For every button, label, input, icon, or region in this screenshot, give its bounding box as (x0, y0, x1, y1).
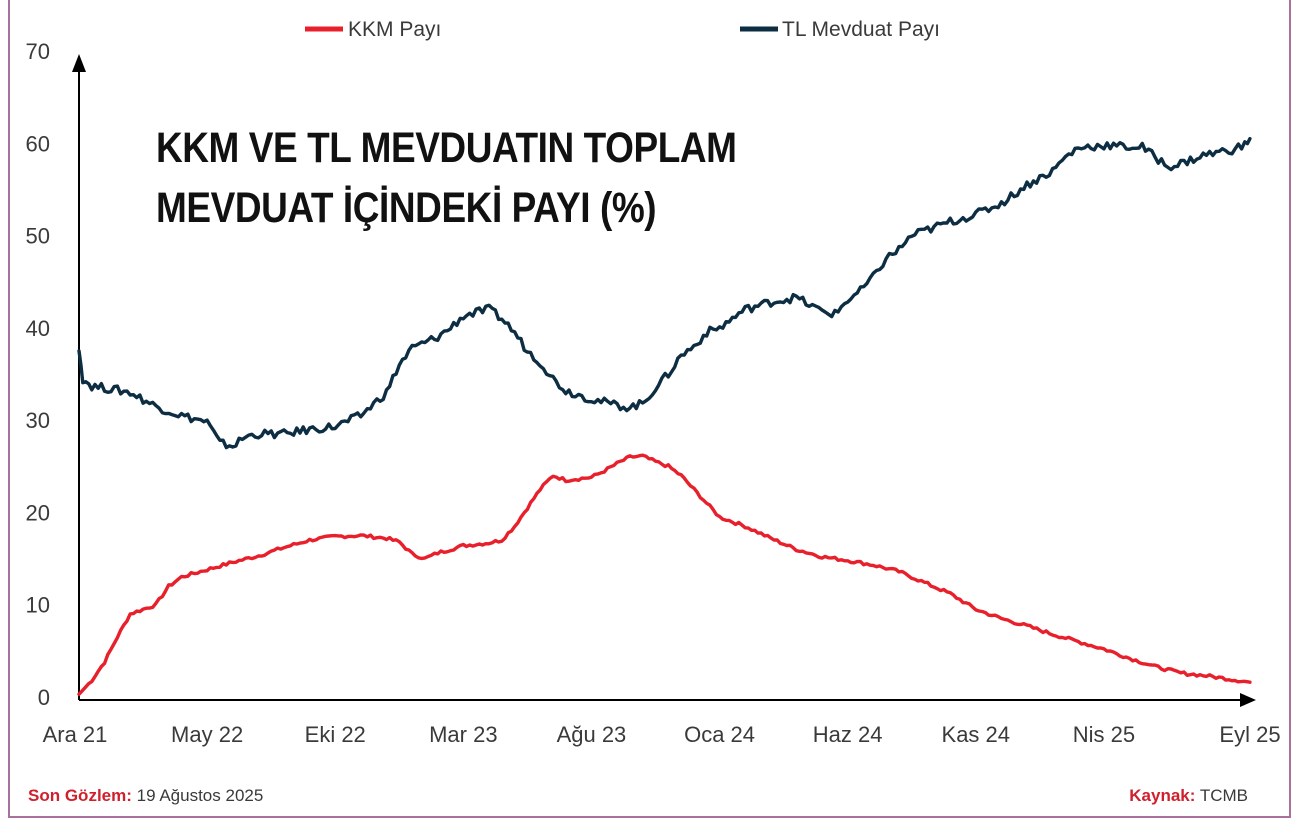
y-tick-labels: 0 10 20 30 40 50 60 70 (26, 39, 50, 710)
tl-deposit-share-line (77, 136, 1252, 450)
axes (72, 54, 1256, 707)
x-tick-label: Ara 21 (43, 722, 108, 747)
legend: KKM Payı TL Mevduat Payı (305, 18, 940, 41)
source-label: Kaynak: (1129, 786, 1196, 805)
chart-title: KKM VE TL MEVDUATIN TOPLAM MEVDUAT İÇİND… (156, 118, 737, 238)
last-observation-date: 19 Ağustos 2025 (136, 786, 264, 805)
chart-frame (8, 0, 1291, 818)
source-note: Kaynak: TCMB (1129, 786, 1248, 806)
x-tick-label: Kas 24 (942, 722, 1011, 747)
last-observation-label: Son Gözlem: (28, 786, 132, 805)
chart-title-line-2: MEVDUAT İÇİNDEKİ PAYI (%) (156, 184, 657, 232)
x-tick-label: May 22 (171, 722, 243, 747)
x-axis-arrow (1240, 693, 1256, 707)
y-tick-label: 0 (38, 685, 50, 710)
y-tick-label: 10 (26, 593, 50, 618)
x-tick-label: Haz 24 (813, 722, 883, 747)
y-tick-label: 20 (26, 500, 50, 525)
x-tick-label: Nis 25 (1073, 722, 1135, 747)
y-tick-label: 70 (26, 39, 50, 64)
legend-label-kkm: KKM Payı (348, 18, 441, 41)
y-tick-label: 30 (26, 408, 50, 433)
x-tick-label: Ağu 23 (557, 722, 627, 747)
y-axis-arrow (72, 54, 86, 72)
x-tick-label: Oca 24 (684, 722, 755, 747)
x-tick-label: Eki 22 (305, 722, 366, 747)
chart-title-line-1: KKM VE TL MEVDUATIN TOPLAM (156, 124, 737, 172)
y-tick-label: 50 (26, 224, 50, 249)
x-tick-label: Eyl 25 (1219, 722, 1280, 747)
last-observation-note: Son Gözlem: 19 Ağustos 2025 (28, 786, 263, 806)
x-tick-label: Mar 23 (429, 722, 497, 747)
series-lines (77, 136, 1252, 696)
source-value: TCMB (1199, 786, 1248, 805)
kkm-share-line (77, 453, 1252, 696)
y-tick-label: 60 (26, 131, 50, 156)
x-tick-labels: Ara 21 May 22 Eki 22 Mar 23 Ağu 23 Oca 24 Haz … (43, 722, 1281, 747)
y-tick-label: 40 (26, 316, 50, 341)
legend-label-tl: TL Mevduat Payı (782, 18, 940, 41)
